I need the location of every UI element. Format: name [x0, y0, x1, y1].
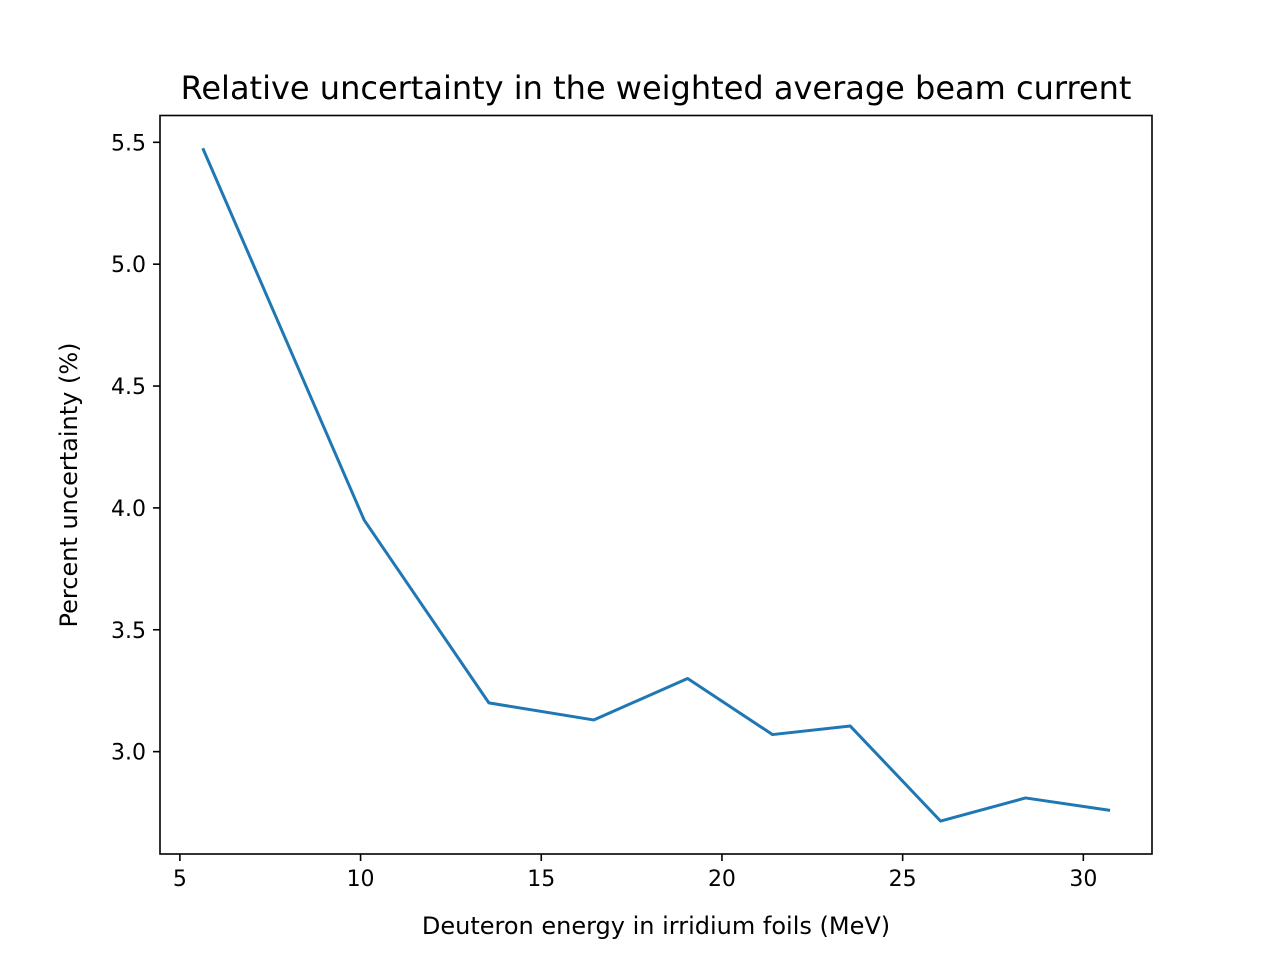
x-tick-label: 15 — [527, 867, 555, 892]
x-tick-label: 5 — [173, 867, 187, 892]
y-axis: 3.0 3.5 4.0 4.5 5.0 5.5 — [111, 131, 160, 766]
x-tick-label: 10 — [347, 867, 375, 892]
series-line — [201, 147, 1111, 823]
y-tick-label: 5.5 — [111, 131, 146, 156]
y-tick-label: 5.0 — [111, 253, 146, 278]
series-layer — [201, 147, 1111, 823]
y-tick-label: 3.0 — [111, 741, 146, 766]
y-axis-label: Percent uncertainty (%) — [55, 343, 83, 628]
plot-area-frame — [159, 114, 1153, 855]
chart-title: Relative uncertainty in the weighted ave… — [181, 69, 1132, 107]
x-axis-label: Deuteron energy in irridium foils (MeV) — [422, 912, 890, 940]
x-tick-label: 30 — [1069, 867, 1097, 892]
x-tick-label: 25 — [889, 867, 917, 892]
y-tick-label: 3.5 — [111, 619, 146, 644]
x-axis: 5 10 15 20 25 30 — [173, 854, 1097, 892]
x-tick-label: 20 — [708, 867, 736, 892]
y-tick-label: 4.0 — [111, 497, 146, 522]
y-tick-label: 4.5 — [111, 375, 146, 400]
